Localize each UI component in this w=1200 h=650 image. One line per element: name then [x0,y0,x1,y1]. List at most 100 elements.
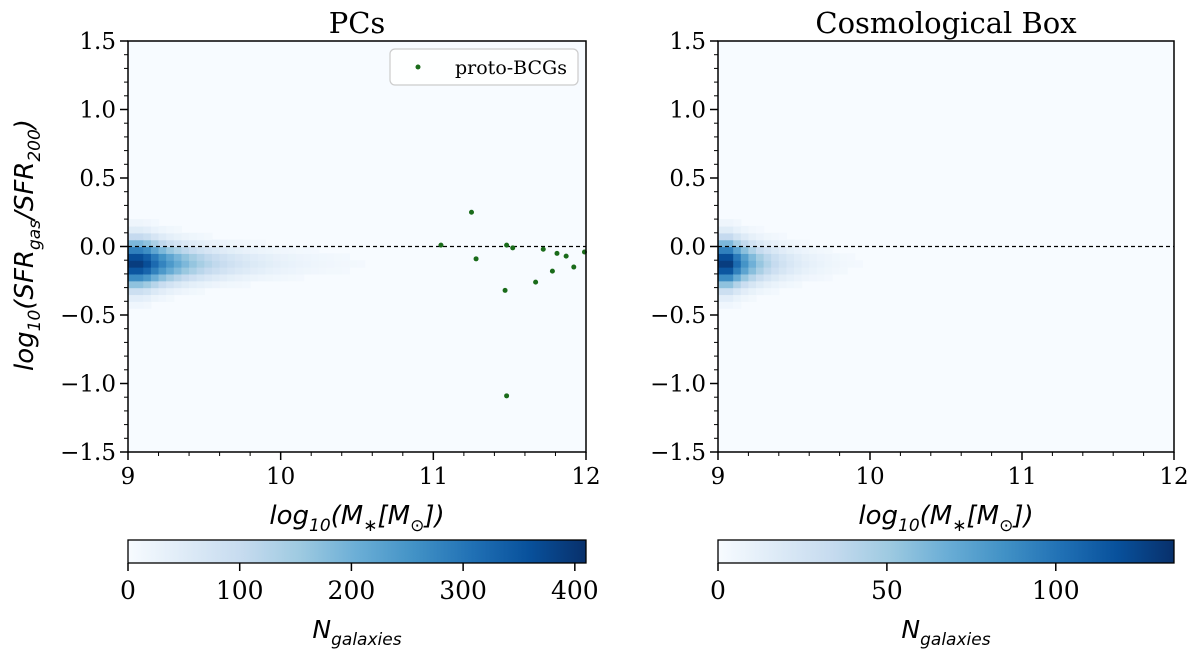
cosmo-heatmap-cell [839,253,848,261]
pcs-y-tick-label: 0.0 [79,235,116,261]
pcs-heatmap-cell [326,267,335,275]
pcs-heatmap-cell [227,280,236,289]
cosmo-heatmap-cell [809,273,818,282]
proto-bcg-point [438,242,444,248]
pcs-heatmap-cell [150,232,160,241]
pcs-heatmap-cell [288,273,297,282]
cosmo-heatmap-cell [718,246,727,254]
pcs-legend[interactable]: proto-BCGs [389,48,579,86]
pcs-heatmap-cell [311,253,320,261]
cosmo-heatmap-cell [771,280,780,289]
pcs-heatmap-cell [143,267,152,275]
pcs-heatmap-cell [204,273,213,282]
pcs-heatmap-cell [227,253,236,261]
pcs-density-heatmap [128,219,366,309]
pcs-heatmap-cell [143,232,152,241]
cosmo-heatmap-cell [718,219,727,227]
pcs-x-tick-label: 11 [419,464,448,490]
cosmo-heatmap-cell [733,294,742,302]
cosmo-heatmap-cell [778,260,787,268]
cosmo-heatmap-cell [733,246,742,254]
cosmo-heatmap-cell [718,225,727,234]
cosmo-x-tick-label: 12 [1159,464,1188,490]
pcs-heatmap-cell [135,253,144,261]
pcs-heatmap-cell [211,267,221,275]
pcs-colorbar-tick-label: 400 [551,576,599,605]
pcs-heatmap-cell [265,246,274,254]
pcs-heatmap-cell [150,219,160,227]
pcs-heatmap-cell [257,246,266,254]
cosmo-heatmap-cell [740,253,749,261]
pcs-x-tick-label: 10 [266,464,295,490]
proto-bcg-point [504,242,510,248]
cosmo-heatmap-cell [733,239,742,248]
pcs-heatmap-cell [204,246,213,254]
pcs-colorbar-tick-label: 0 [120,576,136,605]
cosmo-y-tick-label: 0.0 [669,235,706,261]
pcs-heatmap-cell [158,225,167,234]
pcs-heatmap-cell [234,239,244,248]
pcs-heatmap-cell [135,260,144,268]
pcs-heatmap-cell [143,225,152,234]
cosmo-heatmap-cell [725,260,734,268]
pcs-heatmap-cell [265,260,274,268]
pcs-heatmap-cell [273,253,282,261]
pcs-heatmap-cell [143,253,152,261]
pcs-heatmap-cell [189,267,198,275]
pcs-heatmap-cell [181,239,190,248]
cosmo-heatmap-cell [801,239,810,248]
cosmo-heatmap-cell [824,260,833,268]
cosmo-heatmap-cell [756,232,765,241]
cosmo-heatmap-cell [763,273,772,282]
pcs-heatmap-cell [349,260,358,268]
pcs-colorbar-label: Ngalaxies [312,615,401,650]
cosmo-heatmap-cell [771,287,780,296]
pcs-x-axis-label: log10(M∗[M⊙]) [269,501,444,536]
pcs-heatmap-cell [173,287,183,296]
pcs-heatmap-cell [273,267,282,275]
pcs-heatmap-cell [219,273,228,282]
cosmo-x-tick-label: 9 [711,464,726,490]
pcs-heatmap-cell [219,239,228,248]
pcs-heatmap-cell [166,280,175,289]
pcs-heatmap-cell [196,239,205,248]
cosmo-y-axis: −1.5 −1.0 −0.5 0.0 0.5 1.0 1.5 [650,29,718,466]
pcs-heatmap-cell [265,267,274,275]
cosmo-heatmap-cell [718,239,727,248]
proto-bcg-point [504,393,510,399]
cosmo-heatmap-cell [771,267,780,275]
pcs-heatmap-cell [196,267,205,275]
pcs-heatmap-cell [196,253,205,261]
pcs-heatmap-cell [234,280,244,289]
pcs-heatmap-cell [189,260,198,268]
cosmo-heatmap-cell [794,239,803,248]
pcs-heatmap-cell [181,253,190,261]
cosmo-heatmap-cell [740,232,749,241]
pcs-heatmap-cell [181,273,190,282]
cosmo-heatmap-cell [809,246,818,254]
cosmo-colorbar-tick-label: 50 [871,576,903,605]
cosmo-heatmap-cell [725,232,734,241]
cosmo-heatmap-cell [794,273,803,282]
pcs-heatmap-cell [204,232,213,241]
pcs-heatmap-cell [288,267,297,275]
cosmo-heatmap-cell [839,267,848,275]
cosmo-title: Cosmological Box [815,6,1076,40]
pcs-heatmap-cell [173,267,183,275]
proto-bcg-point [473,256,479,262]
pcs-heatmap-cell [166,294,175,302]
pcs-heatmap-cell [273,246,282,254]
cosmo-heatmap-cell [718,280,727,289]
pcs-y-tick-label: −0.5 [60,303,116,329]
cosmo-heatmap-cell [725,219,734,227]
pcs-heatmap-cell [143,239,152,248]
cosmo-heatmap-cell [740,260,749,268]
cosmo-heatmap-cell [786,253,795,261]
cosmo-heatmap-cell [756,225,765,234]
pcs-heatmap-cell [158,239,167,248]
pcs-heatmap-cell [128,246,137,254]
pcs-x-tick-label: 9 [121,464,136,490]
cosmo-heatmap-cell [740,239,749,248]
pcs-heatmap-cell [288,260,297,268]
pcs-heatmap-cell [173,225,183,234]
